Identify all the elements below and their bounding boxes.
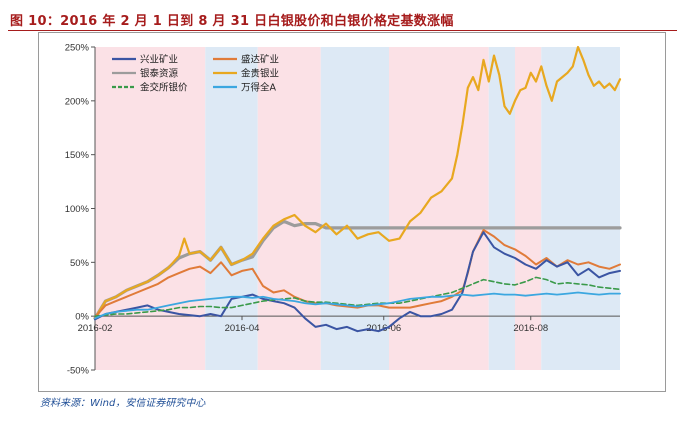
chart-title: 图 10：2016 年 2 月 1 日到 8 月 31 日白银股价和白银价格定基… — [10, 14, 454, 29]
band-3 — [320, 47, 389, 370]
series-line-金交所银价 — [94, 276, 621, 318]
y-tick-label: 50% — [70, 258, 90, 269]
legend-label: 金交所银价 — [140, 82, 188, 94]
y-tick-label: 150% — [65, 150, 90, 161]
y-tick-label: 200% — [65, 96, 90, 107]
series-layer — [93, 45, 622, 333]
x-tick-label: 2016-04 — [225, 323, 260, 334]
x-tick-label: 2016-08 — [513, 323, 548, 334]
band-1 — [205, 47, 258, 370]
chart-frame — [38, 32, 666, 392]
title-divider — [8, 30, 677, 31]
series-line-金贵银业 — [93, 45, 622, 320]
title-bar: 图 10：2016 年 2 月 1 日到 8 月 31 日白银股价和白银价格定基… — [8, 6, 677, 32]
y-tick-label: 0% — [75, 312, 89, 323]
series-line-兴业矿业 — [94, 231, 621, 333]
series-line-银泰资源 — [93, 219, 622, 320]
legend-label: 金贵银业 — [241, 68, 279, 80]
y-tick-label: -50% — [67, 366, 90, 377]
band-layer — [95, 47, 620, 370]
band-0 — [95, 47, 206, 370]
y-tick-label: 250% — [65, 43, 90, 54]
legend-label: 盛达矿业 — [241, 54, 279, 66]
band-6 — [515, 47, 542, 370]
y-tick-label: 100% — [65, 204, 90, 215]
legend-label: 万得全A — [241, 82, 277, 94]
legend-label: 银泰资源 — [140, 68, 179, 80]
x-tick-label: 2016-02 — [78, 323, 113, 334]
band-4 — [389, 47, 489, 370]
band-2 — [257, 47, 321, 370]
source-note: 资料来源：Wind，安信证券研究中心 — [40, 398, 206, 409]
legend-label: 兴业矿业 — [140, 54, 178, 66]
series-line-万得全A — [94, 291, 621, 320]
